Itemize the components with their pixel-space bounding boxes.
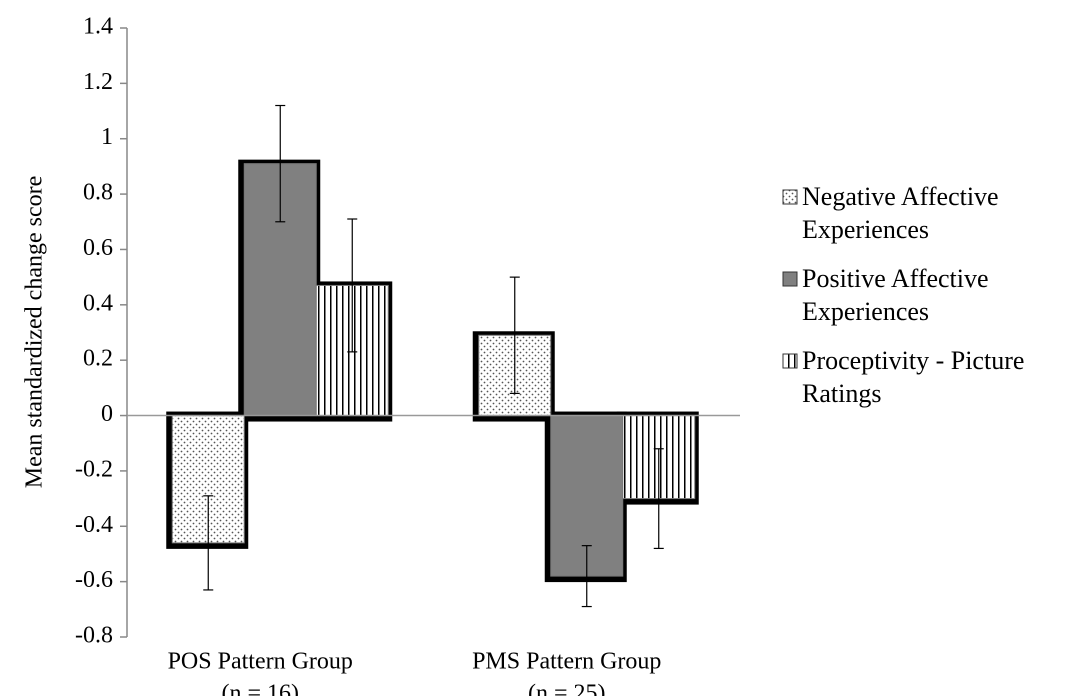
legend: Negative Affective Experiences Positive A… (782, 180, 1082, 426)
legend-label: Proceptivity - Picture Ratings (802, 346, 1025, 408)
y-tick-label: -0.6 (75, 567, 113, 593)
y-tick-label: 1.2 (83, 69, 113, 95)
legend-item: Proceptivity - Picture Ratings (782, 344, 1082, 410)
error-bar (653, 448, 664, 550)
x-tick-sublabel: (n = 16) (221, 681, 299, 696)
legend-item: Positive Affective Experiences (782, 262, 1082, 328)
x-tick-label: POS Pattern Group (168, 649, 353, 675)
y-tick-label: 1 (101, 124, 113, 150)
error-bar (581, 545, 592, 608)
x-tick-label: PMS Pattern Group (472, 649, 661, 675)
legend-swatch-fill (782, 189, 798, 205)
legend-swatch-fill (782, 353, 798, 369)
legend-swatch (782, 271, 798, 287)
y-tick-label: 0.6 (83, 235, 113, 261)
y-tick-label: 0.4 (83, 290, 113, 316)
legend-swatch (782, 353, 798, 369)
legend-item: Negative Affective Experiences (782, 180, 1082, 246)
y-tick-label: -0.2 (75, 456, 113, 482)
y-tick-label: -0.8 (75, 623, 113, 649)
error-bar (509, 276, 520, 394)
error-bar (275, 104, 286, 223)
y-tick-label: 0 (101, 401, 113, 427)
y-tick-label: -0.4 (75, 512, 113, 538)
y-axis-label: Mean standardized change score (22, 176, 48, 489)
y-tick-label: 0.8 (83, 180, 113, 206)
legend-label: Positive Affective Experiences (802, 264, 989, 326)
error-bar (203, 495, 214, 591)
y-tick-label: 1.4 (83, 14, 113, 40)
legend-label: Negative Affective Experiences (802, 182, 999, 244)
legend-swatch (782, 189, 798, 205)
y-tick-label: 0.2 (83, 346, 113, 372)
error-bar (347, 218, 358, 353)
x-tick-sublabel: (n = 25) (528, 681, 606, 696)
legend-swatch-fill (782, 271, 798, 287)
